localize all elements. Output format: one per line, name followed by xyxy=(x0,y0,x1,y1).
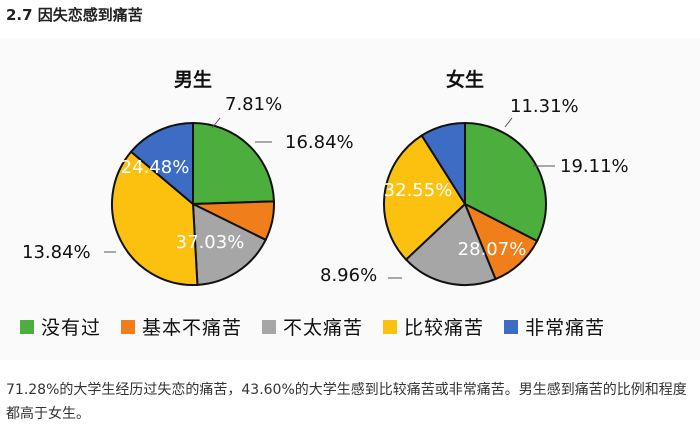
caption-text: 71.28%的大学生经历过失恋的痛苦，43.60%的大学生感到比较痛苦或非常痛苦… xyxy=(6,382,687,422)
data-label-1-0: 32.55% xyxy=(384,180,453,201)
pie-slice-0-2 xyxy=(191,202,267,286)
data-label-1-4: 8.96% xyxy=(320,265,377,286)
data-label-0-0: 24.48% xyxy=(121,157,190,178)
data-label-0-2: 16.84% xyxy=(285,132,354,153)
pie-slice-1-3 xyxy=(383,134,467,261)
pie-slice-1-4 xyxy=(420,121,466,208)
legend-item-0: 没有过 xyxy=(20,313,101,340)
data-label-1-2: 19.11% xyxy=(560,156,629,177)
data-label-0-1: 7.81% xyxy=(225,94,282,115)
legend-label: 比较痛苦 xyxy=(404,317,485,339)
legend-swatch xyxy=(504,319,519,334)
data-label-1-3: 28.07% xyxy=(458,239,527,260)
pie-slice-0-3 xyxy=(111,150,199,286)
data-label-1-1: 11.31% xyxy=(510,96,579,117)
chart-figure: 男生 24.48% 7.81% 16.84% 37.03% 13.84% 女生 32.55% 1… xyxy=(0,38,700,360)
pie-title-0: 男生 xyxy=(174,68,212,91)
legend-label: 没有过 xyxy=(41,317,102,339)
legend-item-3: 比较痛苦 xyxy=(383,313,484,340)
legend-item-1: 基本不痛苦 xyxy=(121,313,242,340)
data-label-0-4: 13.84% xyxy=(22,242,91,263)
legend-label: 非常痛苦 xyxy=(525,317,606,339)
pie-title-1: 女生 xyxy=(446,68,484,91)
pie-slice-1-2 xyxy=(404,202,497,286)
pie-slice-0-0 xyxy=(192,121,275,206)
pie-slice-1-0 xyxy=(464,121,547,243)
legend-swatch xyxy=(262,319,277,334)
legend-swatch xyxy=(383,319,398,334)
legend-item-4: 非常痛苦 xyxy=(504,313,605,340)
data-label-0-3: 37.03% xyxy=(176,232,245,253)
legend-swatch xyxy=(121,319,136,334)
pie-slice-0-4 xyxy=(129,121,194,207)
leader-line-1-1 xyxy=(504,117,513,128)
legend: 没有过 基本不痛苦 不太痛苦 比较痛苦 非常痛苦 xyxy=(20,313,625,340)
legend-label: 基本不痛苦 xyxy=(142,317,243,339)
legend-label: 不太痛苦 xyxy=(283,317,364,339)
leader-line-0-1 xyxy=(211,117,221,129)
pie-charts: 男生 24.48% 7.81%16.84% 37.03% 13.84% 女生 32.55% 1… xyxy=(22,68,629,286)
legend-swatch xyxy=(20,319,34,334)
legend-item-2: 不太痛苦 xyxy=(262,313,363,340)
section-title: 2.7 因失恋感到痛苦 xyxy=(6,6,143,24)
